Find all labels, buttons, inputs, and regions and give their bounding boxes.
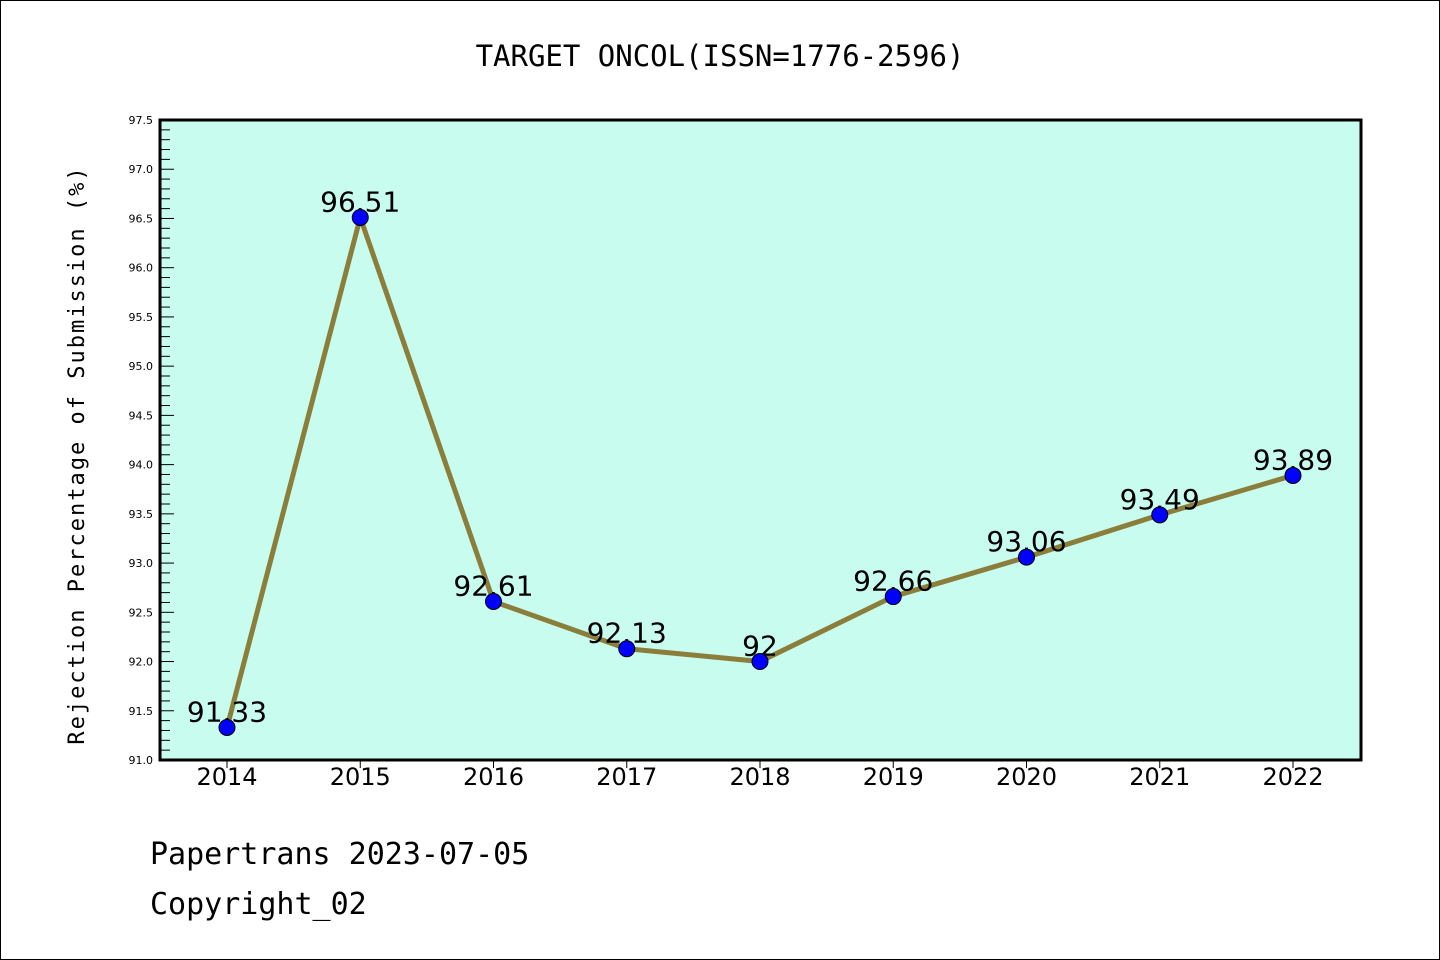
- y-tick-label: 91.5: [129, 705, 154, 718]
- plot-border: [158, 118, 1363, 762]
- x-tick-label: 2014: [196, 763, 257, 791]
- x-axis: 2014 2015 2016 2017 2018 2019 2020 2021 2022: [196, 760, 1324, 791]
- data-point: [884, 588, 902, 606]
- y-tick-label: 97.0: [129, 163, 154, 176]
- data-point: [351, 208, 369, 226]
- y-tick-label: 96.0: [129, 262, 154, 275]
- data-point: [751, 653, 769, 671]
- data-point: [1284, 466, 1302, 484]
- y-axis: 91.0 91.5 92.0 92.5 93.0 93.5 94.0 94.5 95.0 95.5…: [129, 114, 174, 767]
- x-tick-label: 2021: [1129, 763, 1190, 791]
- x-tick-label: 2019: [863, 763, 924, 791]
- y-tick-label: 92.5: [129, 606, 154, 619]
- y-tick-label: 95.0: [129, 360, 154, 373]
- y-tick-label: 93.0: [129, 557, 154, 570]
- chart-title: TARGET ONCOL(ISSN=1776-2596): [476, 39, 965, 73]
- y-axis-label: Rejection Percentage of Submission (%): [65, 165, 90, 744]
- y-tick-label: 92.0: [129, 656, 154, 669]
- data-point: [1151, 506, 1169, 524]
- data-point: [485, 592, 502, 610]
- x-tick-label: 2017: [596, 763, 657, 791]
- data-point: [218, 719, 236, 737]
- footer-copyright: Copyright_02: [150, 887, 367, 922]
- y-tick-label: 93.5: [129, 508, 154, 521]
- footer-date: Papertrans 2023-07-05: [150, 837, 529, 872]
- y-tick-label: 95.5: [129, 311, 154, 324]
- y-tick-label: 97.5: [129, 114, 154, 127]
- x-tick-label: 2016: [463, 763, 524, 791]
- x-tick-label: 2015: [330, 763, 391, 791]
- y-tick-label: 94.0: [129, 459, 154, 472]
- x-tick-label: 2020: [996, 763, 1057, 791]
- y-tick-label: 94.5: [129, 409, 154, 422]
- data-point: [618, 640, 636, 658]
- x-tick-label: 2022: [1262, 763, 1323, 791]
- x-tick-label: 2018: [729, 763, 790, 791]
- y-tick-label: 91.0: [129, 754, 154, 767]
- y-tick-label: 96.5: [129, 212, 154, 225]
- data-point: [1018, 548, 1035, 566]
